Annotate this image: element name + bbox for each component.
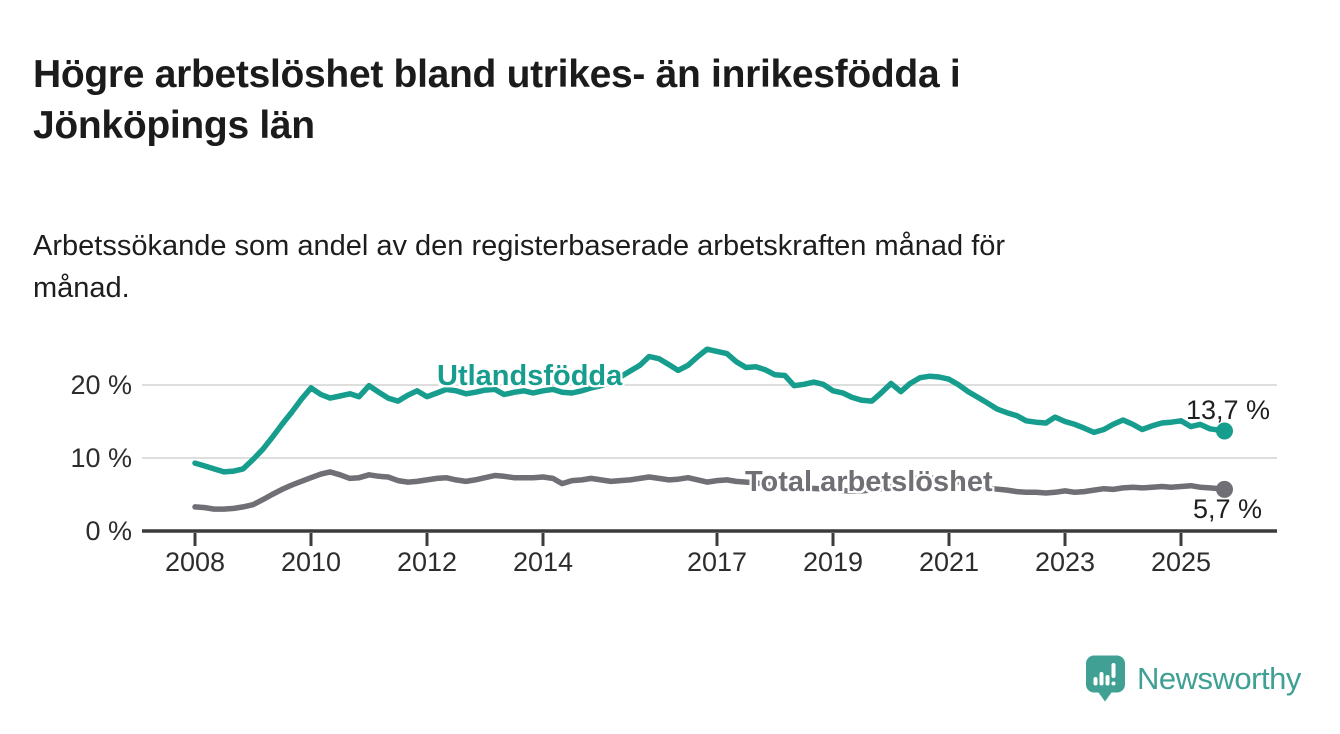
series-line-1 (192, 346, 1228, 475)
y-tick-label: 20 % (70, 370, 132, 400)
series-label-utlandsfodda: Utlandsfödda (437, 360, 623, 392)
newsworthy-logo: Newsworthy (1085, 655, 1301, 702)
end-value-label-utlandsfodda: 13,7 % (1186, 395, 1271, 425)
newsworthy-logo-text: Newsworthy (1137, 660, 1301, 696)
series-end-dot-2 (1216, 480, 1233, 498)
y-tick-label: 10 % (70, 443, 132, 473)
x-tick-label: 2012 (396, 547, 458, 577)
x-tick-label: 2021 (918, 547, 980, 577)
series-line-2 (192, 469, 1228, 512)
x-tick-label: 2023 (1034, 547, 1096, 577)
x-tick-label: 2017 (686, 547, 748, 577)
x-tick-label: 2025 (1150, 547, 1212, 577)
end-value-label-total-arbetsloshet: 5,7 % (1193, 494, 1263, 524)
page-title: Högre arbetslöshet bland utrikes- än inr… (33, 53, 961, 147)
page-subtitle: Arbetssökande som andel av den registerb… (33, 230, 1006, 305)
series-end-dot-1 (1216, 422, 1233, 440)
x-tick-label: 2010 (280, 547, 342, 577)
x-tick-label: 2019 (802, 547, 864, 577)
x-tick-label: 2014 (512, 547, 574, 577)
x-tick-label: 2008 (164, 547, 226, 577)
bar-chart-speech-bubble-icon (1086, 655, 1125, 702)
series-label-total-arbetsloshet: Total arbetslöshet (745, 466, 993, 498)
y-tick-label: 0 % (85, 516, 132, 546)
